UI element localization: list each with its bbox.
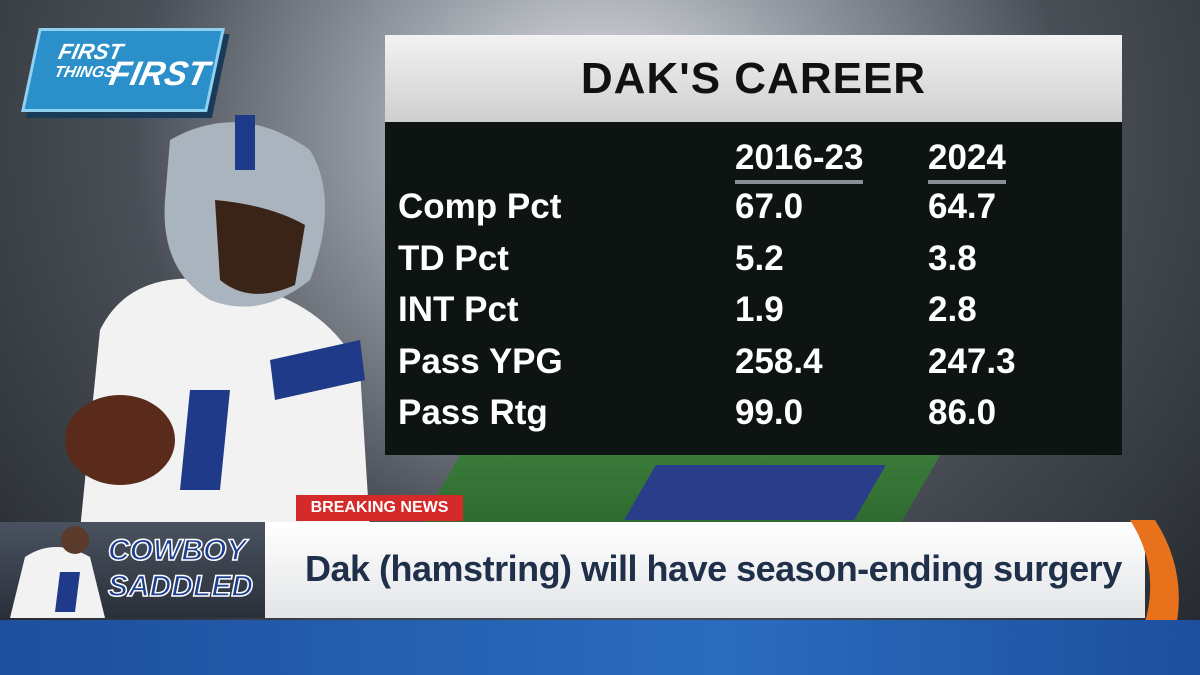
logo-text: FIRST <box>106 55 213 93</box>
stat-value: 99.0 <box>735 393 804 432</box>
table-title: DAK'S CAREER <box>385 35 1122 122</box>
stat-value: 247.3 <box>928 341 1016 381</box>
stat-value: 258.4 <box>735 341 823 381</box>
row-label: TD Pct <box>398 238 509 278</box>
player-thumbnail <box>10 526 105 618</box>
headline: Dak (hamstring) will have season-ending … <box>305 548 1122 589</box>
row-label: Comp Pct <box>398 187 562 226</box>
column-header: 2024 <box>928 138 1006 184</box>
row-label: INT Pct <box>398 290 519 329</box>
stat-value: 86.0 <box>928 393 997 432</box>
stat-value: 67.0 <box>735 187 804 226</box>
stat-value: 64.7 <box>928 187 997 226</box>
end-zone <box>624 465 886 520</box>
segment-title: SADDLED <box>107 570 254 603</box>
show-logo: FIRST THINGS FIRST <box>21 28 225 112</box>
player-image <box>65 115 370 530</box>
stats-table: 2016-23 2024 Comp Pct 67.0 64.7 TD Pct 5.2 3.8 I… <box>385 122 1122 455</box>
stat-value: 2.8 <box>928 290 977 329</box>
row-label: Pass Rtg <box>398 393 548 432</box>
logo-text: THINGS <box>52 64 117 81</box>
row-label: Pass YPG <box>398 341 563 381</box>
bottom-strip <box>0 620 1200 675</box>
show-segment-box: COWBOY SADDLED <box>0 522 265 618</box>
lower-third <box>265 522 1145 618</box>
breaking-tag: BREAKING NEWS <box>296 495 463 521</box>
stat-value: 5.2 <box>735 238 784 278</box>
stat-value: 3.8 <box>928 238 977 278</box>
stat-value: 1.9 <box>735 290 784 329</box>
column-header: 2016-23 <box>735 138 864 184</box>
segment-title: COWBOY <box>107 534 247 567</box>
